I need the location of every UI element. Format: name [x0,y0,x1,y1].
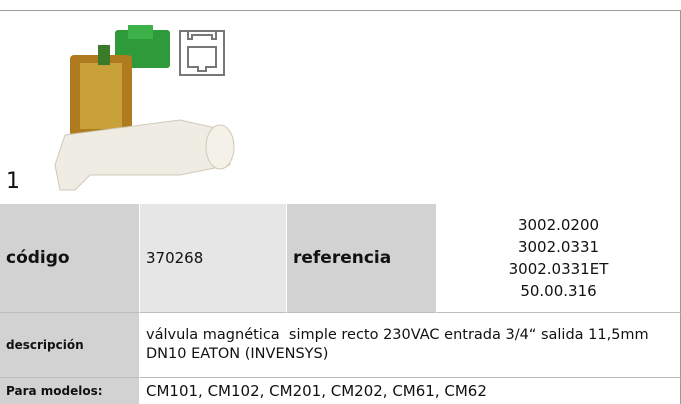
coil-label [80,63,122,129]
inlet [205,124,235,170]
code-value: 370268 [140,204,287,313]
reference: 3002.0200 [517,216,600,234]
connector-icon [179,30,225,76]
reference: 50.00.316 [520,282,597,300]
figure-number: 1 [6,169,20,194]
nut [98,45,110,65]
connector-top [128,25,153,39]
description-value: válvula magnética simple recto 230VAC en… [140,313,681,378]
valve-body [54,119,231,191]
reference-values: 3002.0200 3002.0331 3002.0331ET 50.00.31… [437,204,681,313]
icon-outline [179,30,225,76]
reference: 3002.0331 [517,238,600,256]
code-label: código [0,204,140,313]
reference-label: referencia [287,204,437,313]
models-value: CM101, CM102, CM201, CM202, CM61, CM62 [140,378,681,404]
description-label: descripción [0,313,140,378]
image-panel: 1 [0,10,681,204]
product-image [54,25,235,191]
models-label: Para modelos: [0,378,140,404]
reference: 3002.0331ET [508,260,609,278]
